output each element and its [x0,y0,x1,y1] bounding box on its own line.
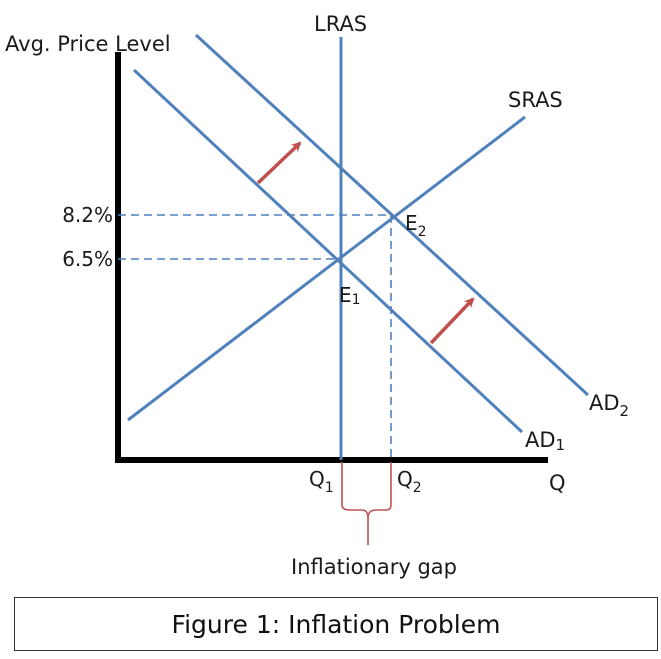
sras-label: SRAS [508,88,563,112]
equilibrium-e2-label: E2 [405,211,427,240]
lras-label: LRAS [314,12,367,36]
ad-as-diagram: Avg. Price Level Q LRAS SRAS AD1 AD2 8.2… [5,12,629,579]
shift-arrow-upper [256,141,302,185]
sras-curve [127,115,526,422]
figure-caption: Figure 1: Inflation Problem [14,597,658,651]
price-label-p2: 8.2% [62,203,113,227]
figure-caption-text: Figure 1: Inflation Problem [171,609,501,639]
ad1-curve [132,68,524,434]
x-axis-label: Q [549,471,566,495]
shift-arrow-lower [429,297,475,345]
quantity-q2-label: Q2 [397,467,422,496]
ad2-label: AD2 [589,391,629,420]
ad2-curve [194,33,590,397]
equilibrium-e1-label: E1 [339,283,361,308]
price-label-p1: 6.5% [62,247,113,271]
y-axis-label: Avg. Price Level [5,32,171,56]
inflationary-gap-label: Inflationary gap [291,555,457,579]
quantity-q1-label: Q1 [309,467,334,496]
ad1-label: AD1 [525,428,565,454]
inflationary-gap-brace [341,462,392,545]
